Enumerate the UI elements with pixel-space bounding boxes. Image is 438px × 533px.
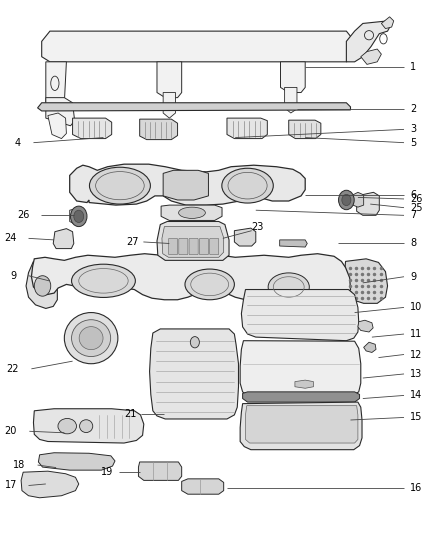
Text: 26: 26: [410, 194, 423, 204]
Polygon shape: [140, 119, 177, 140]
FancyBboxPatch shape: [169, 238, 177, 255]
Ellipse shape: [71, 320, 111, 357]
Ellipse shape: [34, 276, 51, 296]
Text: 24: 24: [5, 233, 17, 244]
Polygon shape: [138, 462, 182, 480]
Polygon shape: [161, 205, 222, 221]
Polygon shape: [163, 171, 208, 200]
Text: 25: 25: [410, 203, 423, 213]
Polygon shape: [346, 21, 392, 62]
Polygon shape: [48, 113, 67, 139]
FancyBboxPatch shape: [179, 238, 188, 255]
Text: 6: 6: [410, 190, 416, 200]
Text: 22: 22: [7, 364, 19, 374]
Text: 23: 23: [252, 222, 264, 232]
Ellipse shape: [89, 167, 150, 204]
Polygon shape: [280, 240, 307, 247]
Polygon shape: [32, 254, 350, 302]
Polygon shape: [149, 329, 239, 419]
Polygon shape: [227, 118, 267, 139]
Polygon shape: [53, 229, 74, 248]
Ellipse shape: [268, 273, 309, 301]
Polygon shape: [295, 380, 314, 388]
Polygon shape: [70, 208, 83, 224]
Polygon shape: [357, 192, 379, 215]
Polygon shape: [157, 222, 229, 260]
Ellipse shape: [342, 195, 351, 206]
Polygon shape: [163, 93, 176, 118]
Ellipse shape: [222, 168, 273, 203]
Ellipse shape: [80, 420, 93, 433]
Polygon shape: [26, 261, 57, 309]
Polygon shape: [344, 259, 388, 303]
Ellipse shape: [79, 327, 103, 350]
Polygon shape: [46, 98, 74, 126]
Text: 12: 12: [410, 350, 423, 360]
Text: 9: 9: [410, 272, 416, 282]
Ellipse shape: [58, 418, 77, 434]
Ellipse shape: [339, 190, 354, 209]
Polygon shape: [157, 62, 182, 98]
Polygon shape: [285, 87, 297, 113]
Text: 19: 19: [102, 467, 114, 477]
Polygon shape: [364, 342, 376, 352]
Polygon shape: [21, 471, 79, 498]
Ellipse shape: [185, 269, 234, 300]
Text: 8: 8: [410, 238, 416, 248]
Text: 18: 18: [13, 460, 25, 470]
Polygon shape: [70, 164, 305, 205]
Text: 15: 15: [410, 413, 423, 423]
FancyBboxPatch shape: [189, 238, 198, 255]
Text: 16: 16: [410, 482, 422, 492]
Polygon shape: [243, 392, 360, 402]
Text: 4: 4: [15, 138, 21, 148]
Polygon shape: [353, 192, 364, 207]
Text: 27: 27: [126, 237, 138, 247]
FancyBboxPatch shape: [210, 238, 219, 255]
Text: 21: 21: [124, 409, 136, 419]
Polygon shape: [240, 341, 361, 395]
Text: 13: 13: [410, 369, 422, 379]
Text: 17: 17: [5, 480, 17, 490]
Text: 2: 2: [410, 104, 417, 114]
Polygon shape: [38, 103, 350, 111]
Polygon shape: [289, 120, 321, 139]
Polygon shape: [280, 62, 305, 93]
Polygon shape: [39, 453, 115, 470]
Ellipse shape: [74, 210, 84, 222]
Text: 9: 9: [11, 271, 17, 281]
Polygon shape: [241, 289, 359, 341]
Text: 10: 10: [410, 302, 422, 312]
Polygon shape: [245, 406, 358, 443]
Ellipse shape: [179, 207, 205, 219]
Polygon shape: [46, 62, 67, 108]
Ellipse shape: [71, 206, 87, 227]
Polygon shape: [182, 479, 224, 494]
Polygon shape: [240, 402, 362, 450]
Text: 26: 26: [17, 211, 29, 220]
Text: 20: 20: [5, 426, 17, 437]
Polygon shape: [361, 49, 381, 64]
Polygon shape: [234, 228, 256, 246]
Ellipse shape: [71, 264, 135, 297]
Polygon shape: [358, 320, 373, 332]
Text: 1: 1: [410, 62, 416, 72]
Polygon shape: [162, 227, 224, 257]
Polygon shape: [42, 31, 355, 62]
Text: 5: 5: [410, 138, 417, 148]
Text: 11: 11: [410, 329, 422, 339]
Polygon shape: [381, 17, 394, 29]
Polygon shape: [73, 118, 112, 139]
Text: 14: 14: [410, 391, 422, 400]
Text: 3: 3: [410, 124, 416, 134]
Ellipse shape: [64, 312, 118, 364]
Text: 7: 7: [410, 211, 417, 220]
Ellipse shape: [191, 337, 199, 348]
FancyBboxPatch shape: [199, 238, 208, 255]
Polygon shape: [33, 409, 144, 443]
